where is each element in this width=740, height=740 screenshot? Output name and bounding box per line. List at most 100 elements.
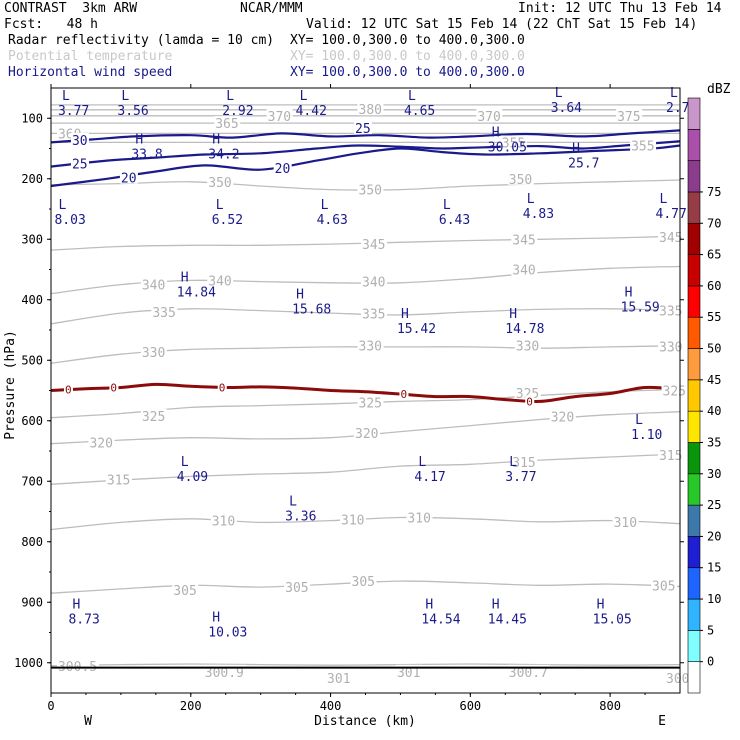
theta-label: 315 xyxy=(659,449,682,464)
field-label-wind: Horizontal wind speed xyxy=(8,65,173,80)
extremum-value: 15.59 xyxy=(621,301,660,316)
theta-label-bg xyxy=(354,425,381,439)
extremum-value: 14.78 xyxy=(505,322,544,337)
extremum-value: 4.09 xyxy=(177,470,208,485)
theta-label-bg xyxy=(172,583,199,597)
theta-label: 301 xyxy=(397,666,420,681)
theta-label: 300.9 xyxy=(205,666,244,681)
theta-label-bg xyxy=(658,448,685,462)
theta-label: 350 xyxy=(509,173,532,188)
extremum-value: 6.52 xyxy=(212,213,243,228)
colorbar-label: 55 xyxy=(707,310,721,324)
theta-label: 330 xyxy=(516,340,539,355)
zero-label: 0 xyxy=(110,381,117,394)
colorbar-segment xyxy=(687,598,701,631)
zero-line xyxy=(50,382,681,403)
extremum-value: 3.77 xyxy=(505,470,536,485)
extremum-value: 1.10 xyxy=(631,428,662,443)
colorbar-segment xyxy=(687,222,701,255)
extremum-letter: L xyxy=(635,413,643,428)
theta-label-bg xyxy=(266,108,293,122)
theta-label: 330 xyxy=(359,340,382,355)
extremum-value: 30.05 xyxy=(488,140,527,155)
extremum-letter: H xyxy=(212,133,220,148)
colorbar-segment xyxy=(687,442,701,475)
colorbar-segment xyxy=(687,473,701,506)
theta-label-bg xyxy=(612,514,639,528)
theta-label: 320 xyxy=(551,411,574,426)
theta-label: 325 xyxy=(359,397,382,412)
extremum-value: 34.2 xyxy=(208,148,239,163)
colorbar-label: 75 xyxy=(707,185,721,199)
theta-label: 320 xyxy=(355,427,378,442)
colorbar-segment xyxy=(687,316,701,349)
theta-label: 325 xyxy=(663,385,686,400)
extremum-letter: L xyxy=(300,89,308,104)
theta-label: 301 xyxy=(327,672,350,687)
theta-label-bg xyxy=(357,395,384,409)
y-tick-label: 800 xyxy=(21,535,43,549)
zero-label: 0 xyxy=(400,388,407,401)
theta-label: 310 xyxy=(407,512,430,527)
extremum-letter: H xyxy=(597,597,605,612)
extremum-letter: L xyxy=(216,198,224,213)
wind-contour xyxy=(50,144,681,188)
extremum-letter: L xyxy=(289,494,297,509)
east-label: E xyxy=(658,714,666,729)
y-tick-label: 200 xyxy=(21,172,43,186)
theta-label: 340 xyxy=(142,279,165,294)
theta-label-bg xyxy=(357,182,384,196)
extremum-letter: L xyxy=(121,89,129,104)
theta-label-bg xyxy=(340,512,367,526)
theta-label: 310 xyxy=(614,516,637,531)
extremum-value: 3.77 xyxy=(58,104,89,119)
center-title: NCAR/MMM xyxy=(240,1,303,16)
theta-label: 380 xyxy=(359,103,382,118)
theta-label: 315 xyxy=(512,456,535,471)
theta-label-bg xyxy=(140,408,167,422)
y-axis-label: Pressure (hPa) xyxy=(3,330,18,440)
colorbar-segment xyxy=(687,129,701,161)
extremum-value: 8.73 xyxy=(68,612,99,627)
extremum-letter: H xyxy=(509,307,517,322)
colorbar-label: 50 xyxy=(707,342,721,356)
theta-label: 345 xyxy=(659,231,682,246)
valid-time: Valid: 12 UTC Sat 15 Feb 14 (22 ChT Sat … xyxy=(306,17,698,32)
theta-label-bg xyxy=(658,339,685,353)
colorbar-segment xyxy=(687,536,701,569)
colorbar-segment xyxy=(687,630,701,662)
theta-label: 315 xyxy=(107,473,130,488)
theta-label: 345 xyxy=(512,233,535,248)
theta-label-bg xyxy=(151,304,178,318)
theta-label-bg xyxy=(661,383,688,397)
theta-label-bg xyxy=(511,454,538,468)
wind-contour xyxy=(50,129,681,144)
theta-label: 375 xyxy=(617,110,640,125)
extremum-letter: H xyxy=(425,597,433,612)
extremum-letter: H xyxy=(401,307,409,322)
field-xy-reflectivity: XY= 100.0,300.0 to 400.0,300.0 xyxy=(290,33,525,48)
x-tick-label: 800 xyxy=(599,699,621,713)
field-xy-theta: XY= 100.0,300.0 to 400.0,300.0 xyxy=(290,49,525,64)
wind-label-bg xyxy=(119,170,138,184)
colorbar-segment xyxy=(687,160,701,193)
theta-label-bg xyxy=(88,435,115,449)
colorbar-segment xyxy=(687,191,701,224)
extremum-value: 14.45 xyxy=(488,612,527,627)
extremum-letter: H xyxy=(492,597,500,612)
theta-contour xyxy=(50,453,681,485)
colorbar-segment xyxy=(687,504,701,537)
zero-label: 0 xyxy=(65,383,72,396)
theta-label-bg xyxy=(514,338,541,352)
theta-label: 300.7 xyxy=(509,666,548,681)
wind-label-bg xyxy=(273,160,292,174)
theta-label: 335 xyxy=(362,308,385,323)
x-tick-label: 200 xyxy=(180,699,202,713)
theta-label: 310 xyxy=(212,515,235,530)
theta-label: 325 xyxy=(142,410,165,425)
theta-label-bg xyxy=(507,171,534,185)
zero-label: 0 xyxy=(219,381,226,394)
extremum-letter: L xyxy=(670,86,678,101)
theta-label: 350 xyxy=(359,184,382,199)
theta-label-bg xyxy=(406,510,433,524)
